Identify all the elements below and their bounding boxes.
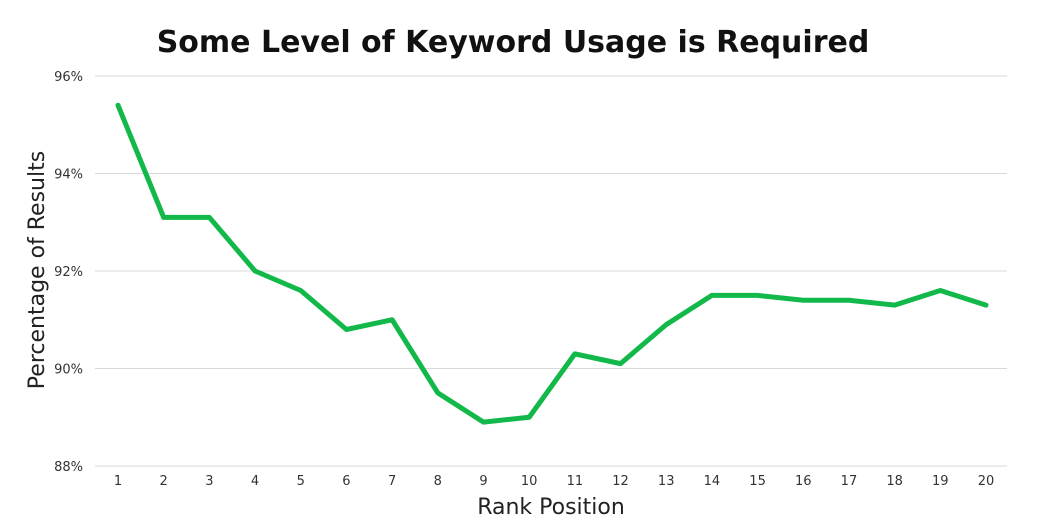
x-tick-label: 18	[886, 474, 903, 489]
x-tick-label: 17	[841, 474, 858, 489]
series-layer	[115, 102, 989, 425]
data-point	[480, 419, 486, 425]
y-tick-label: 88%	[54, 460, 83, 475]
x-tick-label: 11	[567, 474, 584, 489]
data-point	[663, 322, 669, 328]
data-point	[937, 288, 943, 294]
y-tick-label: 96%	[54, 70, 83, 85]
data-point	[435, 390, 441, 396]
x-tick-label: 5	[297, 474, 305, 489]
x-tick-label: 10	[521, 474, 538, 489]
x-tick-label: 4	[251, 474, 259, 489]
data-point	[206, 214, 212, 220]
x-tick-label: 19	[932, 474, 949, 489]
x-tick-label: 8	[434, 474, 442, 489]
x-tick-label: 12	[612, 474, 629, 489]
x-tick-label: 7	[388, 474, 396, 489]
y-tick-label: 94%	[54, 168, 83, 183]
x-axis-ticks: 1 2 3 4 5 6 7 8 9 10 11 12 13 14 15 16 17 18 19 20	[114, 474, 994, 489]
x-axis-label: Rank Position	[477, 495, 625, 520]
data-point	[526, 414, 532, 420]
x-tick-label: 20	[978, 474, 995, 489]
data-point	[572, 351, 578, 357]
grid-lines	[95, 75, 1007, 467]
y-axis-ticks: 88% 90% 92% 94% 96%	[54, 70, 83, 475]
series-line	[115, 102, 989, 425]
data-point	[115, 102, 121, 108]
data-point	[892, 302, 898, 308]
data-point	[755, 292, 761, 298]
x-tick-label: 15	[749, 474, 766, 489]
y-axis-label: Percentage of Results	[25, 151, 50, 389]
x-tick-label: 9	[479, 474, 487, 489]
x-tick-label: 1	[114, 474, 122, 489]
x-tick-label: 16	[795, 474, 812, 489]
data-point	[846, 297, 852, 303]
data-point	[389, 317, 395, 323]
data-point	[298, 288, 304, 294]
x-tick-label: 2	[160, 474, 168, 489]
data-point	[343, 327, 349, 333]
x-tick-label: 14	[704, 474, 721, 489]
y-tick-label: 92%	[54, 265, 83, 280]
chart-title: Some Level of Keyword Usage is Required	[157, 25, 870, 60]
data-point	[161, 214, 167, 220]
data-point	[252, 268, 258, 274]
data-point	[709, 292, 715, 298]
x-tick-label: 6	[342, 474, 350, 489]
data-point	[618, 361, 624, 367]
data-point	[983, 302, 989, 308]
y-tick-label: 90%	[54, 363, 83, 378]
data-point	[800, 297, 806, 303]
x-tick-label: 13	[658, 474, 675, 489]
x-tick-label: 3	[205, 474, 213, 489]
